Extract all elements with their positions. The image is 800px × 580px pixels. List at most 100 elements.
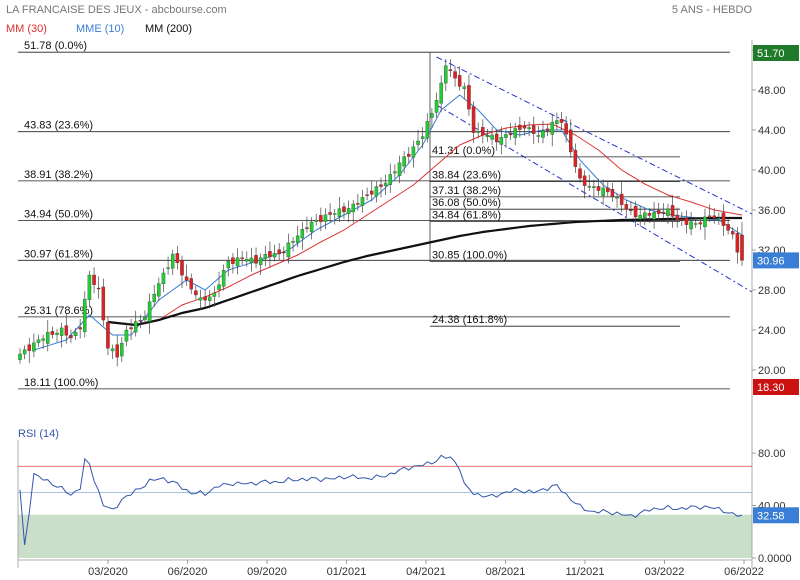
candle-body	[661, 211, 666, 214]
high-price-marker-bg	[753, 45, 799, 61]
candle-body	[73, 331, 78, 337]
candle-body	[680, 219, 684, 221]
candle-body	[643, 212, 647, 219]
candle-body	[476, 130, 480, 133]
candle-body	[22, 349, 27, 355]
fib-right-label: 37.31 (38.2%)	[432, 185, 501, 197]
candle-body	[36, 339, 41, 344]
legend-mme10: MME (10)	[76, 23, 124, 35]
candle-body	[494, 133, 499, 143]
candle-body	[582, 175, 587, 186]
candle-body	[194, 290, 198, 296]
candle-body	[587, 186, 592, 188]
fib-right-label: 38.84 (23.6%)	[432, 170, 501, 182]
candle-body	[120, 342, 124, 357]
candle-body	[675, 214, 679, 220]
candle-body	[393, 171, 397, 174]
candle-body	[592, 186, 596, 188]
candle-body	[32, 342, 36, 352]
candle-body	[92, 274, 96, 285]
candle-body	[263, 254, 268, 259]
time-tick-label: 03/2020	[88, 566, 128, 578]
candle-body	[240, 257, 244, 259]
fib-left-label: 25.31 (78.6%)	[24, 305, 93, 317]
candle-body	[666, 208, 670, 216]
candle-body	[411, 146, 416, 158]
price-tick-label: 40.00	[758, 165, 786, 177]
candle-body	[184, 276, 189, 281]
rsi-line	[19, 454, 743, 545]
rsi-tick-label: 80.00	[758, 448, 786, 460]
candle-body	[735, 233, 740, 253]
price-tick-label: 20.00	[758, 365, 786, 377]
candle-body	[601, 187, 605, 197]
candle-body	[41, 338, 45, 341]
candle-body	[369, 190, 374, 195]
candle-body	[282, 251, 286, 254]
candle-body	[689, 221, 693, 230]
candle-body	[703, 216, 707, 228]
candle-body	[69, 335, 73, 339]
candle-body	[522, 125, 527, 129]
candle-body	[573, 150, 578, 167]
high-price-marker: 51.70	[757, 48, 785, 60]
low-price-marker-bg	[753, 379, 799, 395]
fib-left-label: 43.83 (23.6%)	[24, 120, 93, 132]
candle-body	[18, 353, 22, 360]
candle-body	[564, 123, 568, 135]
candle-body	[332, 213, 337, 215]
candle-body	[203, 296, 207, 301]
candle-body	[481, 127, 485, 136]
candle-body	[670, 205, 675, 217]
time-axis: 03/2020 06/2020 09/2020 01/2021 04/2021 08/20…	[18, 559, 764, 578]
candle-body	[268, 251, 272, 258]
candle-body	[444, 65, 448, 84]
candle-body	[397, 162, 402, 176]
candle-body	[652, 212, 656, 220]
candle-body	[439, 82, 443, 104]
candle-body	[231, 257, 235, 264]
time-tick-label: 08/2021	[486, 566, 526, 578]
fib-left-label: 34.94 (50.0%)	[24, 209, 93, 221]
candle-body	[143, 317, 147, 321]
candle-body	[407, 153, 411, 157]
candle-body	[707, 215, 712, 217]
candle-body	[490, 134, 494, 140]
candle-body	[124, 329, 129, 342]
fibonacci-levels: 51.78 (0.0%) 43.83 (23.6%) 38.91 (38.2%) 34…	[18, 40, 730, 390]
candle-body	[624, 204, 629, 210]
candle-body	[115, 344, 119, 358]
candle-body	[208, 296, 212, 301]
candle-body	[606, 187, 610, 193]
candle-body	[499, 136, 504, 145]
candle-body	[78, 327, 82, 330]
candle-body	[379, 184, 383, 187]
fib-right-label: 34.84 (61.8%)	[432, 210, 501, 222]
low-price-marker: 18.30	[757, 382, 785, 394]
candle-body	[152, 293, 156, 302]
chart-title: LA FRANCAISE DES JEUX - abcbourse.com	[6, 4, 227, 16]
candle-body	[712, 215, 716, 219]
candle-body	[416, 140, 420, 145]
candle-body	[550, 121, 554, 135]
rsi-title: RSI (14)	[18, 428, 59, 440]
candle-body	[518, 124, 522, 130]
mm200-line	[107, 216, 742, 327]
candle-body	[569, 129, 573, 153]
candle-body	[684, 217, 689, 225]
fib-left-label: 51.78 (0.0%)	[24, 40, 87, 52]
candle-body	[180, 260, 184, 276]
candle-body	[726, 224, 730, 231]
candle-body	[698, 222, 703, 225]
legend-mm30: MM (30)	[6, 23, 47, 35]
candle-body	[189, 278, 193, 290]
candle-body	[96, 287, 101, 290]
time-tick-label: 09/2020	[247, 566, 287, 578]
candle-body	[55, 332, 59, 335]
candle-body	[110, 348, 115, 352]
candle-body	[717, 218, 721, 220]
candle-body	[245, 258, 249, 262]
candle-body	[559, 119, 564, 123]
candle-body	[402, 156, 406, 167]
candle-body	[467, 85, 471, 110]
